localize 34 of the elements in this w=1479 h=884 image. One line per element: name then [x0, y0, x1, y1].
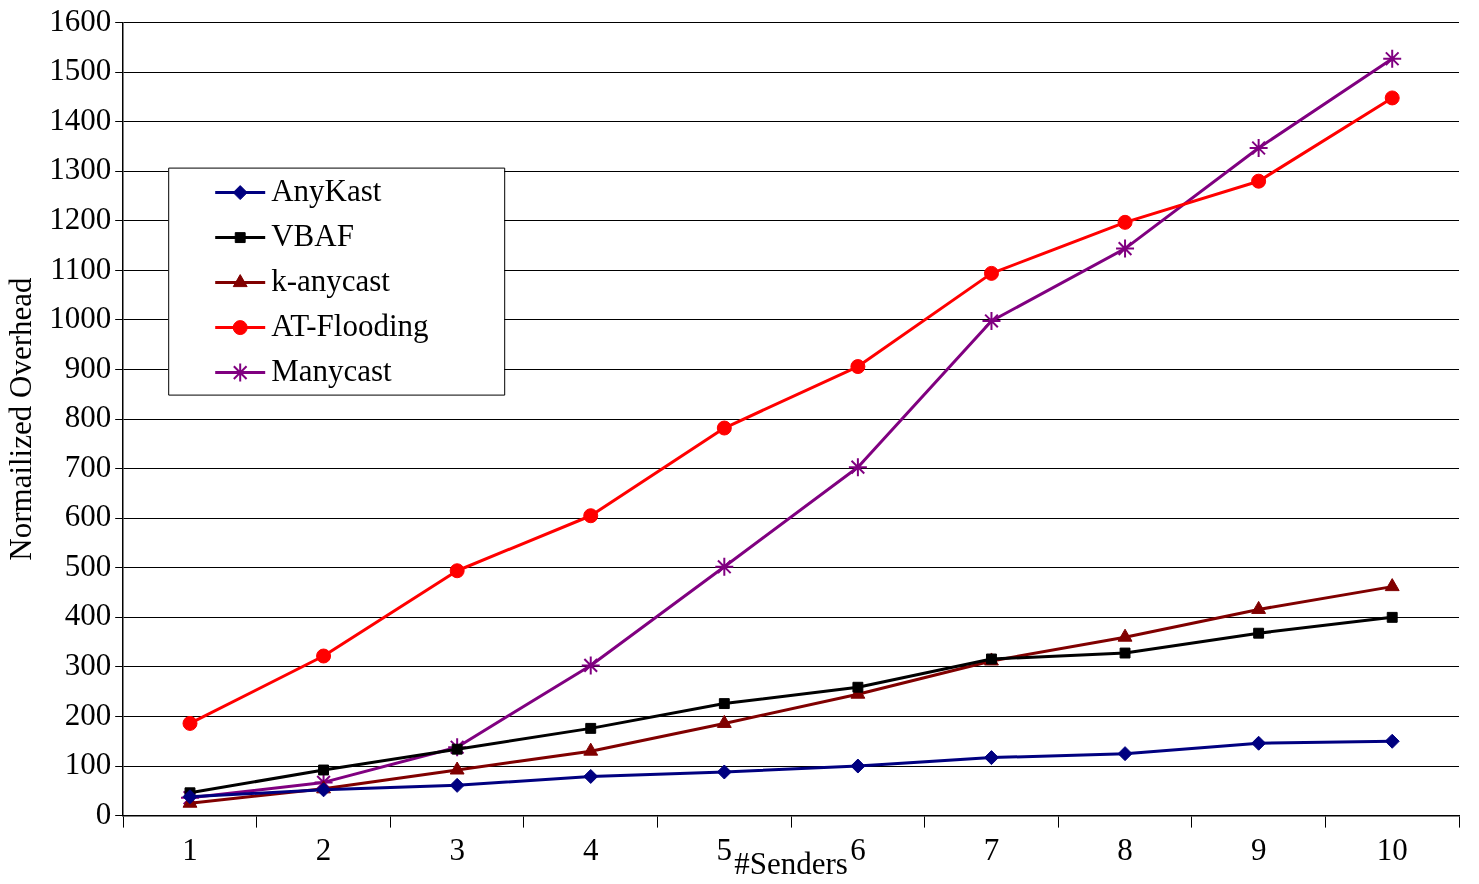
y-tick-label: 1100: [50, 250, 112, 286]
x-tick-label: 9: [1250, 832, 1267, 868]
y-tick-label: 500: [64, 547, 112, 583]
y-axis-title: Normailized Overhead: [2, 277, 38, 561]
y-tick-label: 1400: [49, 101, 112, 137]
x-tick-label: 3: [449, 832, 465, 868]
x-tick-label: 8: [1117, 832, 1133, 868]
y-tick-label: 0: [95, 795, 112, 831]
x-tick-label: 1: [182, 832, 198, 868]
y-tick-label: 800: [64, 399, 112, 435]
y-tick-label: 1300: [49, 151, 112, 187]
x-tick-label: 7: [983, 832, 1000, 868]
x-tick-label: 4: [582, 832, 599, 868]
y-tick-label: 1500: [49, 52, 112, 88]
legend-label: VBAF: [271, 217, 354, 253]
x-tick-label: 2: [315, 832, 332, 868]
legend-label: k-anycast: [271, 262, 391, 298]
x-tick-label: 10: [1376, 832, 1408, 868]
x-tick-label: 6: [850, 832, 866, 868]
x-tick-label: 5: [716, 832, 733, 868]
y-tick-label: 1600: [49, 2, 112, 38]
legend-label: AnyKast: [271, 172, 382, 208]
y-tick-label: 700: [64, 448, 112, 484]
y-tick-label: 1000: [49, 300, 112, 336]
y-tick-label: 900: [64, 349, 112, 385]
x-axis-title: #Senders: [734, 845, 848, 881]
y-tick-label: 200: [64, 696, 112, 732]
y-tick-label: 600: [64, 498, 112, 534]
legend-label: Manycast: [271, 352, 393, 388]
y-tick-label: 300: [64, 647, 112, 683]
y-tick-label: 1200: [49, 200, 112, 236]
y-tick-label: 100: [64, 746, 112, 782]
y-tick-label: 400: [64, 597, 112, 633]
legend-label: AT-Flooding: [271, 307, 429, 343]
